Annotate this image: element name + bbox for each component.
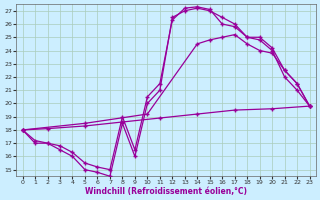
X-axis label: Windchill (Refroidissement éolien,°C): Windchill (Refroidissement éolien,°C) (85, 187, 247, 196)
